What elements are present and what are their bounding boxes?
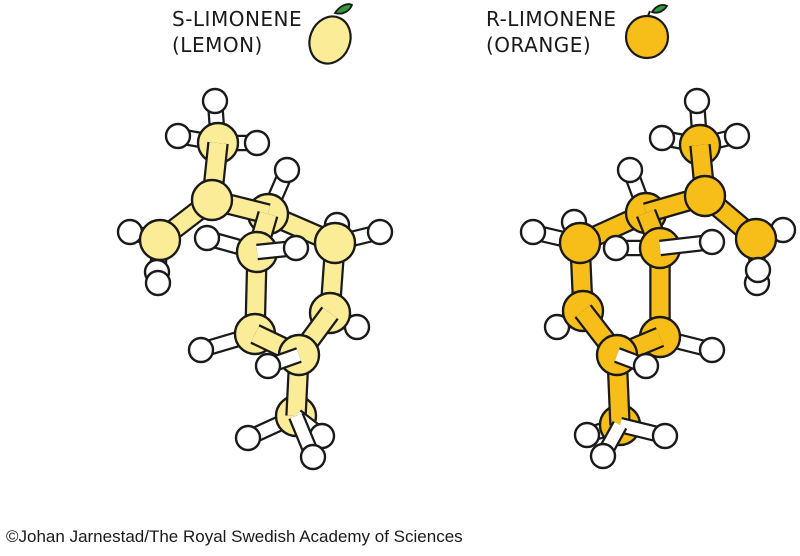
s-limonene-header: S-LIMONENE (LEMON) <box>172 3 354 65</box>
hydrogen-atom <box>573 421 601 449</box>
hydrogen-atom <box>683 87 711 115</box>
hydrogen-atom <box>164 122 192 150</box>
carbon-atom <box>138 218 182 262</box>
hydrogen-atom <box>632 352 660 380</box>
hydrogen-atom <box>193 224 221 252</box>
hydrogen-atom <box>698 228 726 256</box>
s-limonene-subtitle: (LEMON) <box>172 33 263 57</box>
carbon-atom <box>313 221 357 265</box>
hydrogen-atom <box>648 124 676 152</box>
hydrogen-atom <box>243 129 271 157</box>
hydrogen-atom <box>144 269 172 297</box>
hydrogen-atom <box>234 424 262 452</box>
hydrogen-atom <box>602 234 630 262</box>
hydrogen-atom <box>616 156 644 184</box>
lemon-icon <box>308 3 354 65</box>
carbon-atom <box>734 217 778 261</box>
copyright-credit: ©Johan Jarnestad/The Royal Swedish Acade… <box>6 527 463 546</box>
carbon-atom <box>190 178 234 222</box>
s-limonene-title: S-LIMONENE <box>172 7 302 31</box>
carbon-atom <box>683 174 727 218</box>
hydrogen-atom <box>651 422 679 450</box>
hydrogen-atom <box>519 218 547 246</box>
hydrogen-atom <box>366 218 394 246</box>
hydrogen-atom <box>543 313 571 341</box>
orange-icon <box>624 4 670 60</box>
hydrogen-atom <box>282 234 310 262</box>
r-limonene-header: R-LIMONENE (ORANGE) <box>486 4 670 60</box>
hydrogen-atom <box>187 336 215 364</box>
hydrogen-atom <box>201 87 229 115</box>
hydrogen-atom <box>254 352 282 380</box>
hydrogen-atom <box>723 122 751 150</box>
r-limonene-title: R-LIMONENE <box>486 7 617 31</box>
hydrogen-atom <box>589 442 617 470</box>
hydrogen-atom <box>273 156 301 184</box>
carbon-atom <box>558 221 602 265</box>
hydrogen-atom <box>116 218 144 246</box>
hydrogen-atom <box>299 443 327 471</box>
hydrogen-atom <box>744 256 772 284</box>
hydrogen-atom <box>698 336 726 364</box>
r-limonene-molecule <box>519 87 797 470</box>
s-limonene-molecule <box>116 87 394 471</box>
r-limonene-subtitle: (ORANGE) <box>486 33 591 57</box>
